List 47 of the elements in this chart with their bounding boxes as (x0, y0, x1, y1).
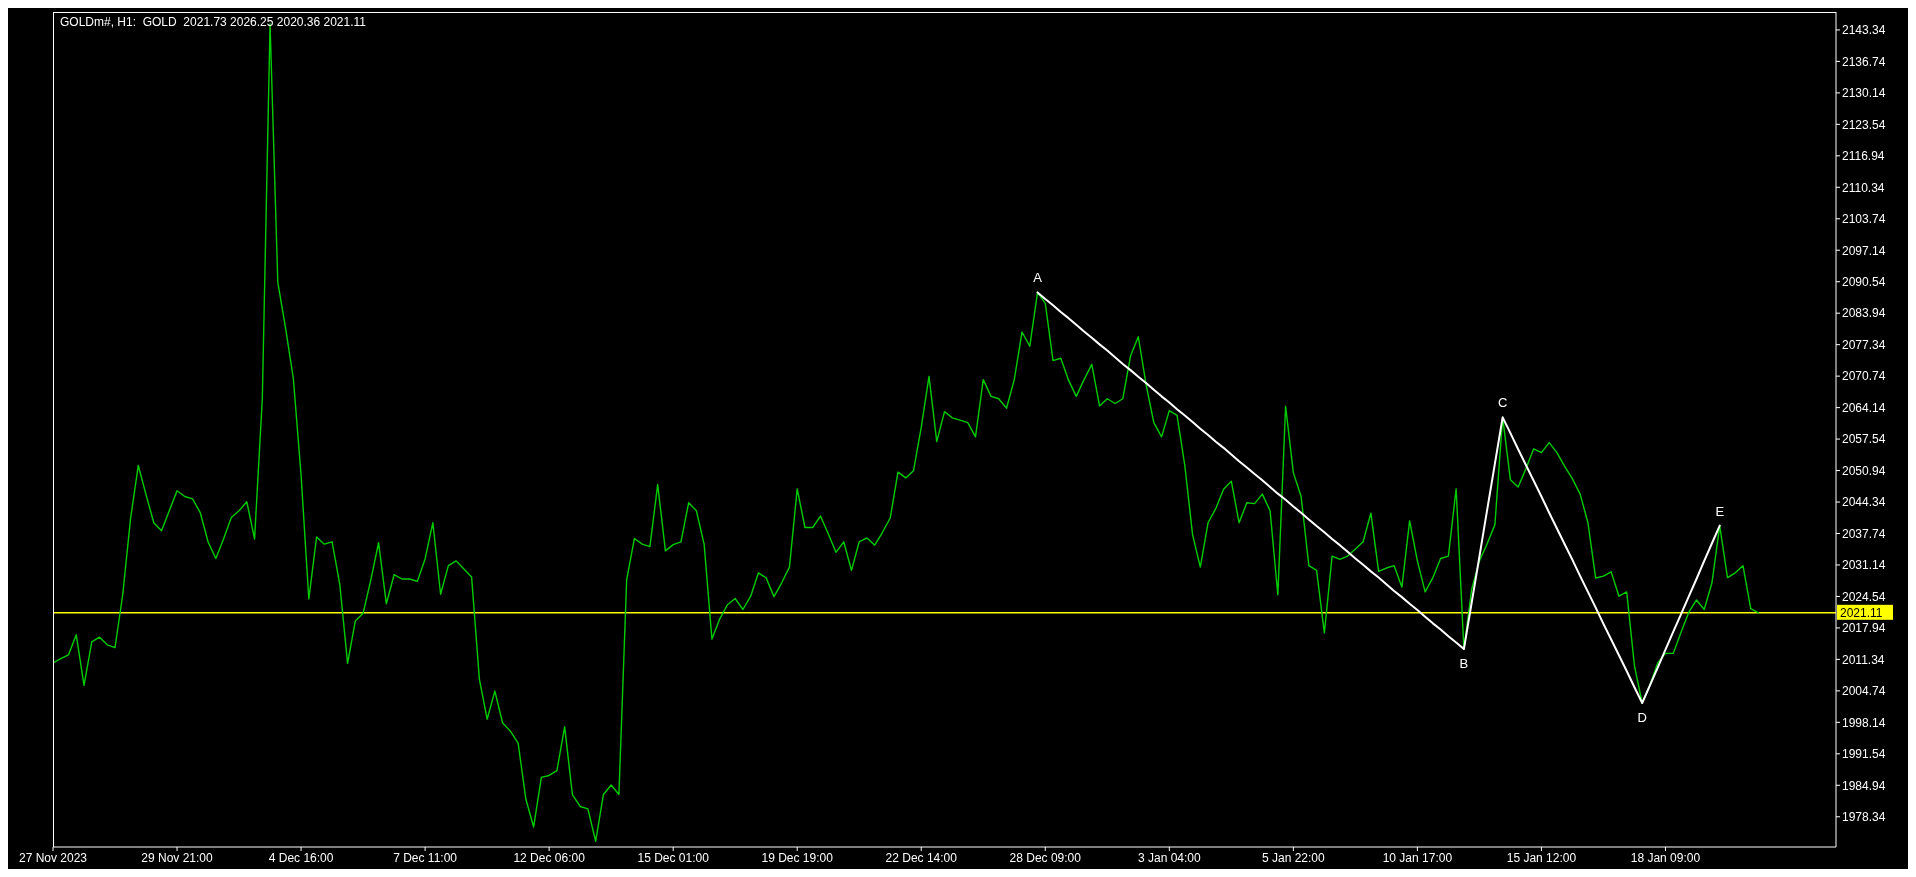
y-tick-label: 2044.34 (1842, 495, 1886, 510)
y-tick-label: 2097.14 (1842, 243, 1886, 258)
x-tick-label: 12 Dec 06:00 (513, 850, 586, 865)
y-tick-label: 1991.54 (1842, 747, 1886, 762)
y-tick-label: 2136.74 (1842, 54, 1886, 69)
annotation: D (1637, 710, 1647, 726)
x-tick-label: 19 Dec 19:00 (761, 850, 834, 865)
y-tick-label: 2017.94 (1842, 621, 1886, 636)
y-tick-label: 2070.74 (1842, 369, 1886, 384)
x-tick-label: 29 Nov 21:00 (141, 850, 214, 865)
x-tick-label: 10 Jan 17:00 (1382, 850, 1453, 865)
x-tick-label: 18 Jan 09:00 (1630, 850, 1701, 865)
y-tick-label: 1978.34 (1842, 810, 1886, 825)
y-tick-label: 2116.94 (1842, 149, 1885, 164)
x-tick-label: 15 Jan 12:00 (1506, 850, 1577, 865)
y-tick-label: 2110.34 (1842, 180, 1885, 195)
y-tick-label: 2123.54 (1842, 117, 1886, 132)
y-tick-label: 1984.94 (1842, 778, 1886, 793)
x-tick-label: 22 Dec 14:00 (885, 850, 958, 865)
y-tick-label: 2004.74 (1842, 684, 1886, 699)
x-tick-label: 28 Dec 09:00 (1009, 850, 1082, 865)
y-tick-label: 2103.74 (1842, 212, 1886, 227)
annotation: A (1033, 270, 1043, 286)
y-tick-label: 2024.54 (1842, 589, 1886, 604)
annotation: E (1715, 503, 1725, 519)
x-tick-label: 27 Nov 2023 (18, 850, 88, 865)
x-tick-label: 7 Dec 11:00 (393, 850, 458, 865)
y-tick-label: 2031.14 (1842, 558, 1886, 573)
y-tick-label: 2057.54 (1842, 432, 1886, 447)
y-tick-label: 2143.34 (1842, 23, 1886, 38)
y-tick-label: 2050.94 (1842, 463, 1886, 478)
y-tick-label: 2130.14 (1842, 86, 1886, 101)
y-tick-label: 2083.94 (1842, 306, 1886, 321)
x-tick-label: 5 Jan 22:00 (1261, 850, 1326, 865)
ref-line-label: 2021.11 (1840, 605, 1883, 620)
annotation: B (1459, 656, 1469, 672)
x-tick-label: 15 Dec 01:00 (637, 850, 710, 865)
x-tick-label: 4 Dec 16:00 (268, 850, 334, 865)
y-tick-label: 1998.14 (1842, 715, 1886, 730)
annotation: C (1497, 395, 1508, 411)
y-tick-label: 2064.14 (1842, 400, 1886, 415)
y-tick-label: 2077.34 (1842, 337, 1886, 352)
chart-title: GOLDm#, H1: GOLD 2021.73 2026.25 2020.36 2021.11 (60, 15, 366, 29)
y-tick-label: 2090.54 (1842, 274, 1886, 289)
x-tick-label: 3 Jan 04:00 (1137, 850, 1201, 865)
y-tick-label: 2037.74 (1842, 526, 1886, 541)
y-tick-label: 2011.34 (1842, 652, 1885, 667)
